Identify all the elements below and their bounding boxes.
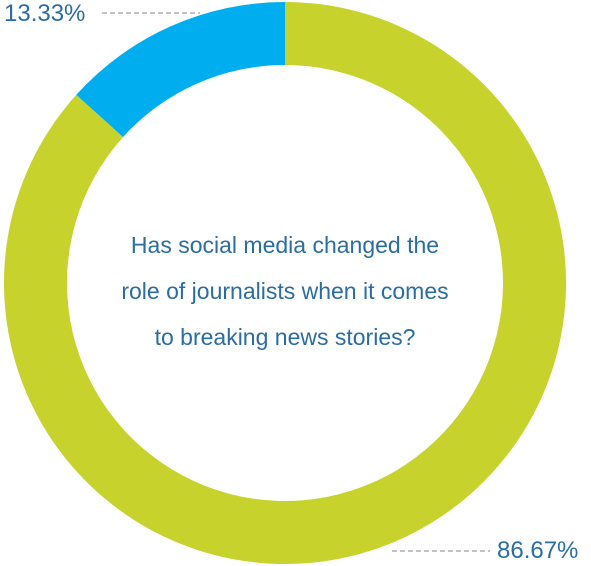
donut-slices [3, 2, 566, 564]
slice-label-1: 13.33% [4, 0, 86, 27]
chart-title-line-1: Has social media changed the [130, 232, 440, 258]
slice-label-2: 86.67% [497, 537, 579, 564]
donut-slice-1 [76, 2, 285, 138]
chart-title-line-2: role of journalists when it comes [121, 278, 449, 304]
chart-title: Has social media changed the role of jou… [90, 222, 480, 360]
label-leader-lines [102, 12, 490, 552]
chart-title-line-3: to breaking news stories? [154, 324, 416, 350]
